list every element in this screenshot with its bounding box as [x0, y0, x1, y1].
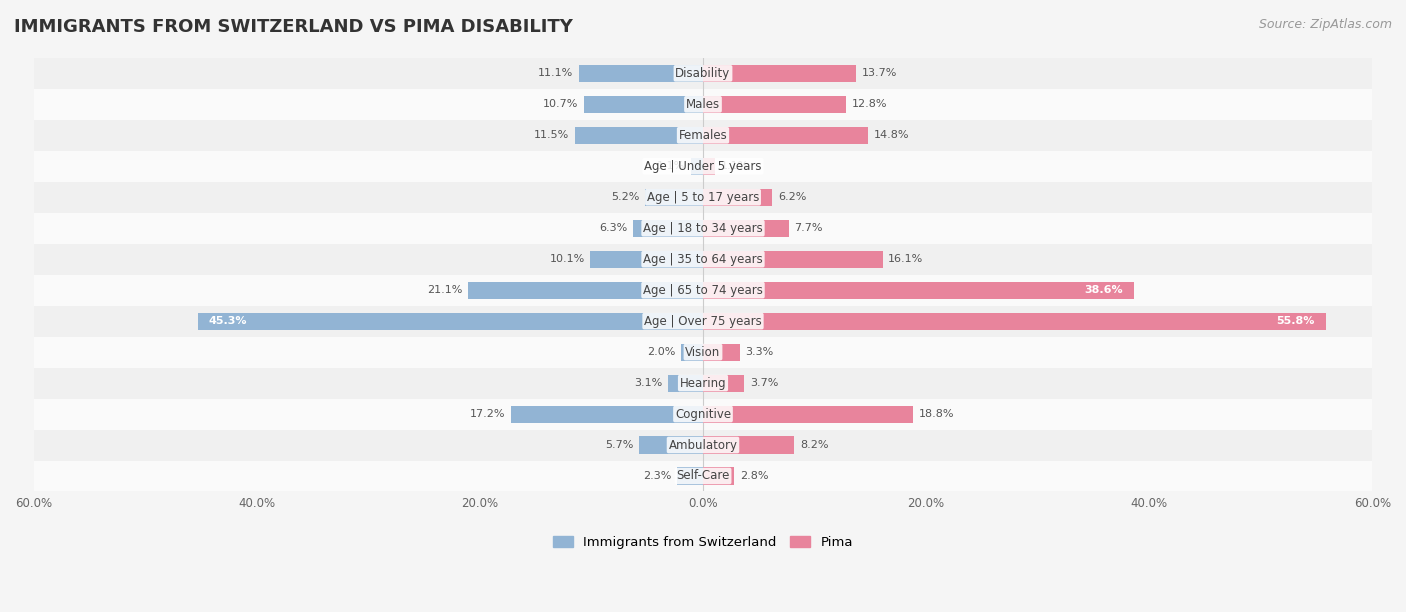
Text: Disability: Disability: [675, 67, 731, 80]
Text: Age | 35 to 64 years: Age | 35 to 64 years: [643, 253, 763, 266]
Bar: [34, 213, 1372, 244]
Text: 1.1%: 1.1%: [721, 161, 749, 171]
Bar: [690, 158, 703, 175]
Bar: [668, 375, 703, 392]
Text: Self-Care: Self-Care: [676, 469, 730, 482]
Bar: [703, 158, 716, 175]
Text: 3.7%: 3.7%: [749, 378, 779, 388]
Text: Hearing: Hearing: [679, 376, 727, 390]
Bar: [703, 65, 856, 82]
Text: Age | 65 to 74 years: Age | 65 to 74 years: [643, 283, 763, 297]
Text: 11.5%: 11.5%: [534, 130, 569, 140]
Bar: [34, 368, 1372, 398]
Bar: [591, 251, 703, 267]
Text: 2.0%: 2.0%: [647, 347, 675, 357]
Bar: [703, 188, 772, 206]
Bar: [34, 89, 1372, 120]
Text: Cognitive: Cognitive: [675, 408, 731, 420]
Bar: [34, 244, 1372, 275]
Text: 17.2%: 17.2%: [470, 409, 506, 419]
Bar: [703, 375, 744, 392]
Text: 3.3%: 3.3%: [745, 347, 773, 357]
Text: 18.8%: 18.8%: [918, 409, 953, 419]
Text: Age | Over 75 years: Age | Over 75 years: [644, 315, 762, 327]
Text: 5.7%: 5.7%: [606, 440, 634, 450]
Text: Age | Under 5 years: Age | Under 5 years: [644, 160, 762, 173]
Text: IMMIGRANTS FROM SWITZERLAND VS PIMA DISABILITY: IMMIGRANTS FROM SWITZERLAND VS PIMA DISA…: [14, 18, 572, 36]
Bar: [703, 96, 846, 113]
Text: Females: Females: [679, 129, 727, 142]
Text: 6.2%: 6.2%: [778, 192, 806, 202]
Text: Males: Males: [686, 98, 720, 111]
Bar: [703, 343, 740, 360]
Bar: [703, 282, 1133, 299]
Text: Ambulatory: Ambulatory: [668, 439, 738, 452]
Bar: [703, 313, 1326, 330]
Text: 45.3%: 45.3%: [208, 316, 247, 326]
Bar: [579, 65, 703, 82]
Text: 6.3%: 6.3%: [599, 223, 627, 233]
Bar: [703, 251, 883, 267]
Bar: [678, 468, 703, 485]
Bar: [640, 436, 703, 453]
Text: 2.8%: 2.8%: [740, 471, 768, 481]
Bar: [703, 220, 789, 237]
Text: 10.1%: 10.1%: [550, 254, 585, 264]
Bar: [703, 127, 868, 144]
Legend: Immigrants from Switzerland, Pima: Immigrants from Switzerland, Pima: [548, 530, 858, 554]
Text: 1.1%: 1.1%: [657, 161, 685, 171]
Text: Source: ZipAtlas.com: Source: ZipAtlas.com: [1258, 18, 1392, 31]
Text: 21.1%: 21.1%: [426, 285, 463, 295]
Bar: [583, 96, 703, 113]
Text: 10.7%: 10.7%: [543, 99, 578, 110]
Text: 14.8%: 14.8%: [873, 130, 910, 140]
Bar: [34, 305, 1372, 337]
Bar: [681, 343, 703, 360]
Bar: [468, 282, 703, 299]
Bar: [645, 188, 703, 206]
Bar: [34, 58, 1372, 89]
Text: Age | 18 to 34 years: Age | 18 to 34 years: [643, 222, 763, 234]
Bar: [633, 220, 703, 237]
Text: 13.7%: 13.7%: [862, 69, 897, 78]
Bar: [34, 430, 1372, 460]
Bar: [34, 120, 1372, 151]
Text: 8.2%: 8.2%: [800, 440, 828, 450]
Bar: [34, 337, 1372, 368]
Bar: [34, 460, 1372, 491]
Bar: [703, 436, 794, 453]
Text: Age | 5 to 17 years: Age | 5 to 17 years: [647, 191, 759, 204]
Bar: [575, 127, 703, 144]
Bar: [703, 468, 734, 485]
Bar: [34, 182, 1372, 213]
Bar: [703, 406, 912, 422]
Text: 5.2%: 5.2%: [612, 192, 640, 202]
Text: 2.3%: 2.3%: [644, 471, 672, 481]
Bar: [34, 275, 1372, 305]
Text: 7.7%: 7.7%: [794, 223, 823, 233]
Text: Vision: Vision: [685, 346, 721, 359]
Bar: [198, 313, 703, 330]
Text: 38.6%: 38.6%: [1084, 285, 1122, 295]
Text: 3.1%: 3.1%: [634, 378, 662, 388]
Text: 11.1%: 11.1%: [538, 69, 574, 78]
Text: 16.1%: 16.1%: [889, 254, 924, 264]
Bar: [512, 406, 703, 422]
Text: 55.8%: 55.8%: [1277, 316, 1315, 326]
Bar: [34, 151, 1372, 182]
Text: 12.8%: 12.8%: [852, 99, 887, 110]
Bar: [34, 398, 1372, 430]
